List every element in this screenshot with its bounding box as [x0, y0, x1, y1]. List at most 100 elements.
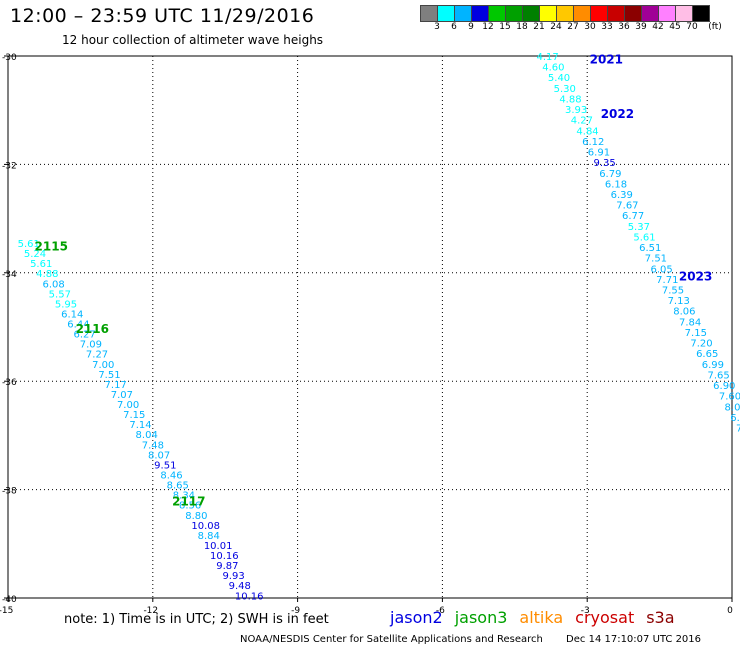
swh-point-jason3: 8.46 [160, 471, 182, 482]
swh-point-jason2: 7.20 [690, 339, 712, 350]
swh-point-jason3: 5.57 [49, 289, 71, 300]
time-label: 2117 [172, 494, 205, 508]
swh-point-jason3: 9.51 [154, 460, 176, 471]
chart-title: 12:00 – 23:59 UTC 11/29/2016 [10, 5, 315, 27]
units-note: note: 1) Time is in UTC; 2) SWH is in fe… [64, 612, 329, 627]
swh-point-jason2: 6.18 [605, 179, 627, 190]
axes: -15 -12 -9 -6 -3 0-30-32-34-36-38-40 [0, 53, 733, 616]
legend-cryosat: cryosat [575, 608, 635, 627]
swh-point-jason2: 6.79 [599, 169, 621, 180]
colorbar-label: 9 [468, 22, 474, 32]
colorbar-label: 42 [652, 22, 664, 32]
colorbar-unit: (ft) [708, 22, 722, 32]
swh-point-jason3: 4.88 [36, 269, 58, 280]
swh-point-jason2: 6.90 [713, 381, 735, 392]
swh-point-jason3: 8.07 [148, 450, 170, 461]
swh-point-jason3: 9.87 [216, 561, 238, 572]
colorbar-label: 36 [618, 22, 630, 32]
swh-point-jason2: 4.60 [542, 63, 564, 74]
legend-jason3: jason3 [454, 608, 508, 627]
x-tick-label: 0 [727, 606, 733, 616]
swh-point-jason2: 6.58 [730, 413, 740, 424]
colorbar-label: 18 [516, 22, 528, 32]
colorbar-label: 70 [686, 22, 698, 32]
swh-point-jason3: 10.08 [191, 521, 220, 532]
swh-point-jason2: 7.3 [736, 423, 740, 434]
x-tick-label: -6 [436, 606, 445, 616]
colorbar-label: 24 [550, 22, 562, 32]
swh-point-jason3: 7.07 [111, 390, 133, 401]
swh-point-jason2: 5.37 [628, 222, 650, 233]
swh-point-jason2: 5.40 [548, 73, 570, 84]
colorbar-label: 6 [451, 22, 457, 32]
swh-point-jason3: 7.48 [142, 440, 164, 451]
swh-point-jason3: 6.27 [74, 330, 96, 341]
swh-point-jason3: 9.93 [222, 571, 244, 582]
colorbar-label: 12 [482, 22, 494, 32]
footer-timestamp: Dec 14 17:10:07 UTC 2016 [566, 634, 702, 645]
swh-point-jason2: 7.13 [668, 296, 690, 307]
y-tick-label: -38 [2, 487, 17, 497]
swh-point-jason3: 5.95 [55, 299, 77, 310]
swh-point-jason3: 5.61 [30, 259, 52, 270]
footer-source: NOAA/NESDIS Center for Satellite Applica… [240, 634, 543, 645]
colorbar-label: 3 [434, 22, 440, 32]
swh-point-jason2: 7.15 [685, 328, 707, 339]
swh-point-jason2: 7.60 [719, 392, 740, 403]
swh-point-jason2: 7.84 [679, 317, 701, 328]
swh-point-jason2: 7.65 [707, 370, 729, 381]
legend-s3a: s3a [646, 608, 675, 627]
swh-point-jason3: 6.08 [42, 279, 64, 290]
time-label: 2021 [590, 53, 623, 67]
swh-point-jason3: 5.24 [24, 249, 46, 260]
swh-point-jason2: 6.65 [696, 349, 718, 360]
swh-point-jason2: 4.27 [571, 116, 593, 127]
swh-point-jason2: 6.51 [639, 243, 661, 254]
swh-point-jason3: 6.44 [67, 320, 89, 331]
colorbar-label: 39 [635, 22, 647, 32]
legend-altika: altika [519, 608, 564, 627]
swh-point-jason3: 7.15 [123, 410, 145, 421]
swh-point-jason3: 10.16 [235, 591, 264, 602]
swh-point-jason3: 7.51 [98, 370, 120, 381]
colorbar-label: 15 [499, 22, 511, 32]
swh-point-jason2: 5.61 [633, 232, 655, 243]
y-tick-label: -30 [2, 53, 17, 63]
time-label: 2022 [601, 107, 634, 121]
y-tick-label: -36 [2, 378, 17, 388]
swh-point-jason2: 8.06 [673, 307, 695, 318]
satellite-legend: jason2 jason3 altika cryosat s3a [390, 608, 687, 627]
swh-point-jason3: 8.80 [185, 511, 207, 522]
swh-point-jason2: 6.12 [582, 137, 604, 148]
swh-point-jason2: 6.91 [588, 148, 610, 159]
swh-point-jason2: 8.05 [725, 402, 740, 413]
swh-point-jason2: 3.93 [565, 105, 587, 116]
swh-point-jason3: 10.16 [210, 551, 239, 562]
swh-point-jason2: 5.30 [554, 84, 576, 95]
swh-point-jason3: 10.01 [204, 541, 233, 552]
x-tick-label: -15 [0, 606, 13, 616]
time-label: 2116 [76, 322, 109, 336]
swh-point-jason3: 9.48 [229, 581, 251, 592]
x-tick-label: -12 [143, 606, 158, 616]
swh-point-jason3: 8.65 [167, 481, 189, 492]
colorbar-label: 30 [584, 22, 596, 32]
swh-point-jason2: 4.84 [576, 126, 598, 137]
y-tick-label: -32 [2, 161, 17, 171]
swh-point-jason2: 6.05 [650, 264, 672, 275]
x-tick-label: -3 [581, 606, 590, 616]
swh-point-jason3: 8.56 [179, 501, 201, 512]
swh-point-jason3: 7.17 [105, 380, 127, 391]
swh-point-jason2: 4.88 [559, 94, 581, 105]
swh-colorbar [420, 5, 710, 22]
swh-point-jason3: 7.09 [80, 340, 102, 351]
footer: NOAA/NESDIS Center for Satellite Applica… [240, 634, 721, 645]
colorbar-label: 45 [669, 22, 681, 32]
colorbar-label: 33 [601, 22, 613, 32]
swh-point-jason3: 8.34 [173, 491, 195, 502]
swh-point-jason2: 7.55 [662, 286, 684, 297]
swh-point-jason3: 7.14 [129, 420, 151, 431]
swh-point-jason3: 8.04 [136, 430, 158, 441]
grid-lines [8, 56, 732, 598]
